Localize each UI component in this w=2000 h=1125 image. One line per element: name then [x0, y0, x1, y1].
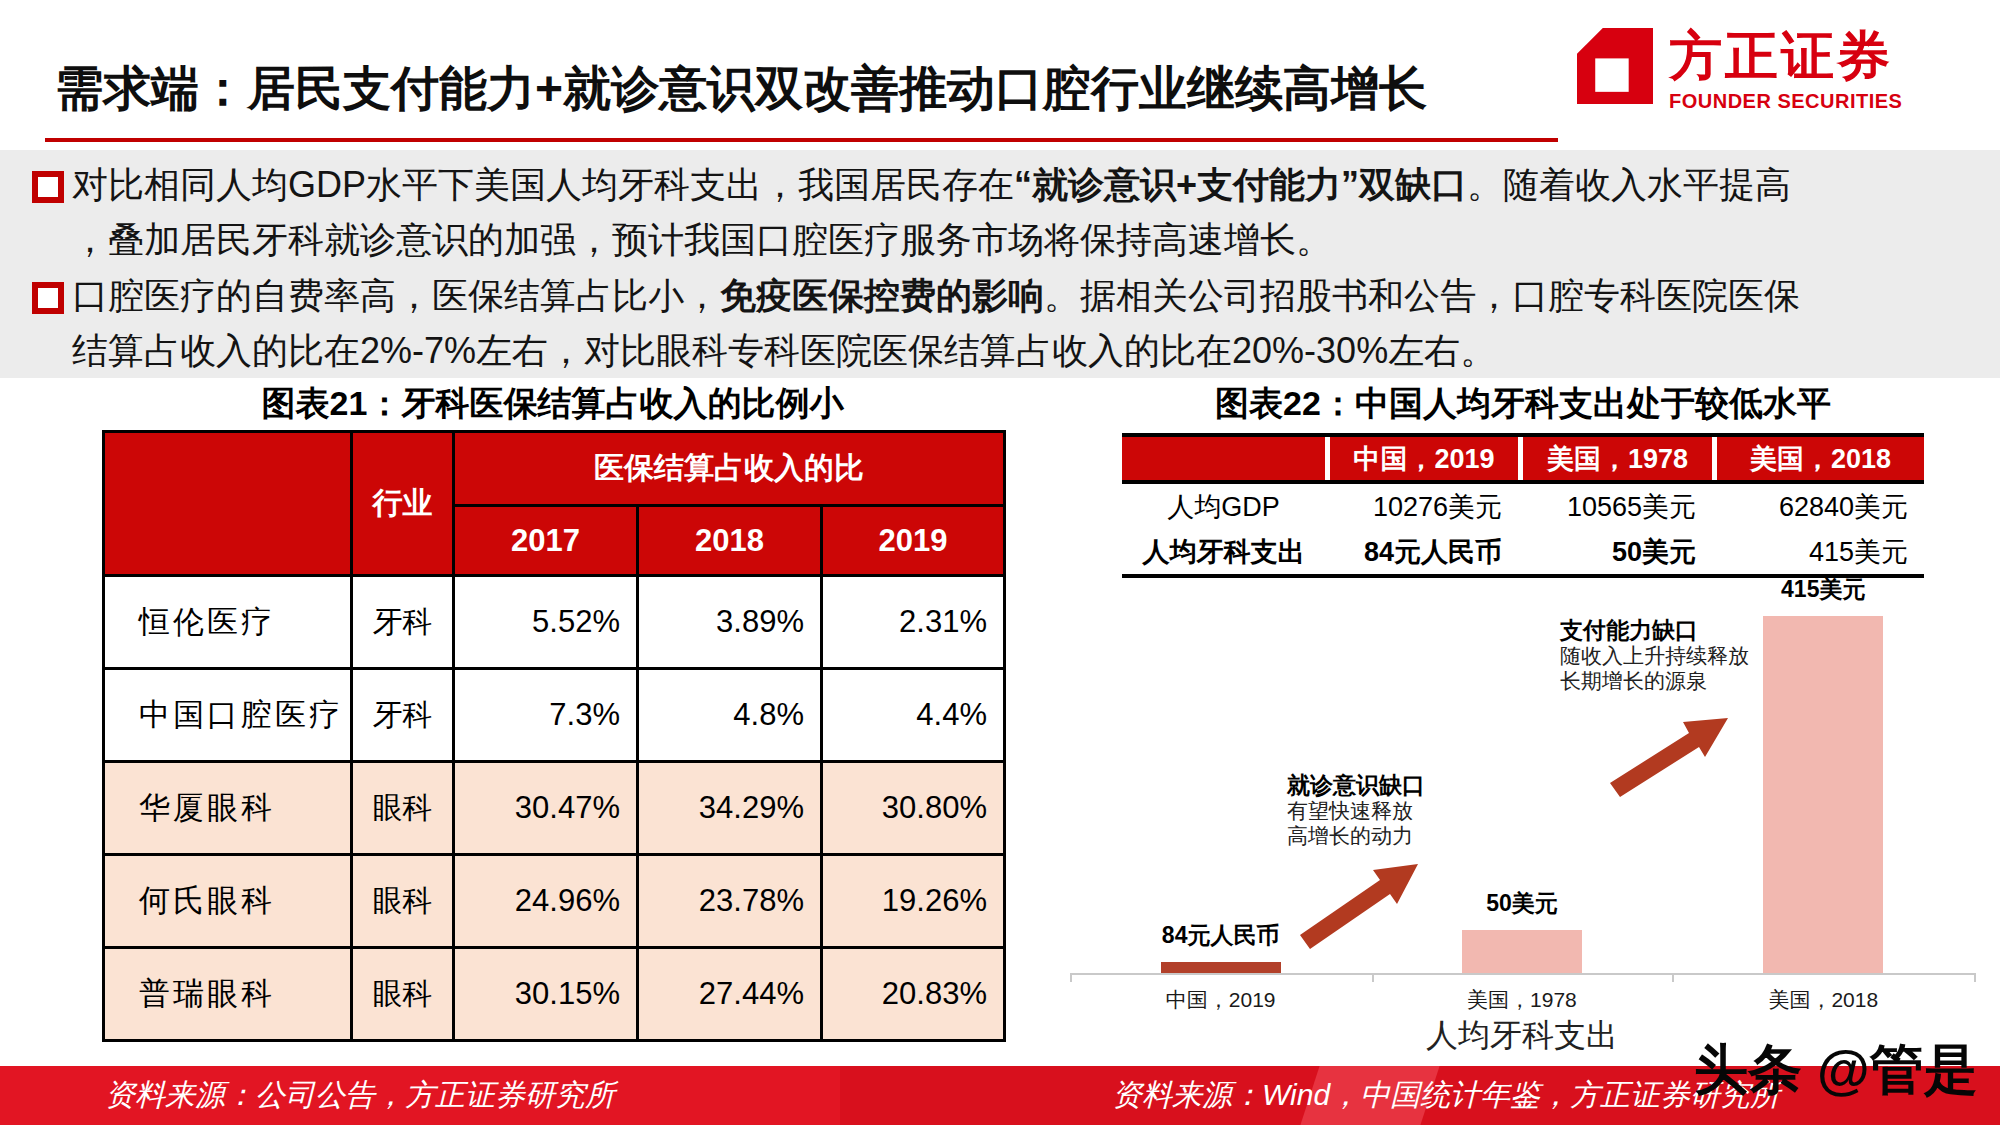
fig21-cell: 3.89% — [638, 576, 822, 669]
fig21-cell: 眼科 — [352, 948, 454, 1041]
fig21-cell: 何氏眼科 — [104, 855, 352, 948]
fig21-cell: 华厦眼科 — [104, 762, 352, 855]
arrow-icon — [1300, 864, 1418, 949]
growth-arrows — [1060, 580, 2000, 1060]
fig21-cell: 4.8% — [638, 669, 822, 762]
fig21-cell: 眼科 — [352, 855, 454, 948]
fig21-header-industry: 行业 — [352, 432, 454, 576]
fig22-row: 人均牙科支出84元人民币50美元415美元 — [1122, 529, 1924, 574]
fig22-cell: 415美元 — [1712, 534, 1924, 570]
bullet-2: 口腔医疗的自费率高，医保结算占比小，免疫医保控费的影响。据相关公司招股书和公告，… — [72, 268, 1982, 378]
fig21-cell: 牙科 — [352, 669, 454, 762]
founder-logo-icon — [1577, 28, 1653, 104]
table-row: 华厦眼科眼科30.47%34.29%30.80% — [104, 762, 1005, 855]
arrow-icon — [1610, 718, 1728, 797]
fig21-header-year: 2019 — [822, 506, 1005, 576]
fig21-title: 图表21：牙科医保结算占收入的比例小 — [102, 381, 1003, 427]
bullet-square-icon — [32, 282, 64, 314]
watermark: 头条 @管是 — [1694, 1034, 1978, 1107]
fig21-corner-cell — [104, 432, 352, 576]
fig21-table: 行业 医保结算占收入的比 2017 2018 2019 恒伦医疗牙科5.52%3… — [102, 430, 1006, 1042]
fig21-cell: 27.44% — [638, 948, 822, 1041]
fig21-cell: 恒伦医疗 — [104, 576, 352, 669]
fig21-cell: 4.4% — [822, 669, 1005, 762]
slide: 需求端：居民支付能力+就诊意识双改善推动口腔行业继续高增长 方正证券 FOUND… — [0, 0, 2000, 1125]
fig22-cell: 10276美元 — [1325, 489, 1518, 525]
fig22-cell: 10565美元 — [1518, 489, 1712, 525]
fig21-cell: 普瑞眼科 — [104, 948, 352, 1041]
bullet-square-icon — [32, 171, 64, 203]
fig22-cell: 84元人民币 — [1325, 534, 1518, 570]
fig22-corner-cell — [1122, 437, 1325, 480]
fig22-header-row: 中国，2019美国，1978美国，2018 — [1122, 433, 1924, 484]
fig22-table: 中国，2019美国，1978美国，2018 人均GDP10276美元10565美… — [1122, 433, 1924, 578]
fig22-row-label: 人均GDP — [1122, 489, 1325, 525]
bullet-text-line: 口腔医疗的自费率高，医保结算占比小，免疫医保控费的影响。据相关公司招股书和公告，… — [72, 268, 1982, 323]
table-row: 恒伦医疗牙科5.52%3.89%2.31% — [104, 576, 1005, 669]
founder-logo: 方正证券 FOUNDER SECURITIES — [1577, 28, 1902, 113]
table-row: 中国口腔医疗牙科7.3%4.8%4.4% — [104, 669, 1005, 762]
fig21-cell: 5.52% — [454, 576, 638, 669]
fig21-cell: 2.31% — [822, 576, 1005, 669]
fig22-cell: 62840美元 — [1712, 489, 1924, 525]
table-row: 普瑞眼科眼科30.15%27.44%20.83% — [104, 948, 1005, 1041]
bullet-1: 对比相同人均GDP水平下美国人均牙科支出，我国居民存在“就诊意识+支付能力”双缺… — [72, 157, 1982, 267]
fig21-cell: 20.83% — [822, 948, 1005, 1041]
fig22-row-label: 人均牙科支出 — [1122, 534, 1325, 570]
fig22-title: 图表22：中国人均牙科支出处于较低水平 — [1122, 381, 1924, 427]
page-title: 需求端：居民支付能力+就诊意识双改善推动口腔行业继续高增长 — [55, 64, 1427, 114]
summary-block: 对比相同人均GDP水平下美国人均牙科支出，我国居民存在“就诊意识+支付能力”双缺… — [0, 150, 2000, 378]
fig21-header-group: 医保结算占收入的比 — [454, 432, 1005, 506]
bullet-text-line: ，叠加居民牙科就诊意识的加强，预计我国口腔医疗服务市场将保持高速增长。 — [72, 212, 1982, 267]
bullet-text-line: 对比相同人均GDP水平下美国人均牙科支出，我国居民存在“就诊意识+支付能力”双缺… — [72, 157, 1982, 212]
fig22-cell: 50美元 — [1518, 534, 1712, 570]
fig21-cell: 7.3% — [454, 669, 638, 762]
fig22-col-header: 美国，1978 — [1523, 437, 1712, 480]
fig21-cell: 30.15% — [454, 948, 638, 1041]
footer-source-right: 资料来源：Wind，中国统计年鉴，方正证券研究所 — [1112, 1066, 1780, 1125]
footer-source-left: 资料来源：公司公告，方正证券研究所 — [105, 1066, 615, 1125]
fig22-col-header: 美国，2018 — [1717, 437, 1924, 480]
founder-logo-en: FOUNDER SECURITIES — [1669, 90, 1902, 113]
founder-logo-text: 方正证券 FOUNDER SECURITIES — [1669, 28, 1902, 113]
fig21-cell: 眼科 — [352, 762, 454, 855]
fig21-cell: 牙科 — [352, 576, 454, 669]
bullet-text-line: 结算占收入的比在2%-7%左右，对比眼科专科医院医保结算占收入的比在20%-30… — [72, 323, 1982, 378]
fig21-cell: 30.47% — [454, 762, 638, 855]
fig21-cell: 23.78% — [638, 855, 822, 948]
table-row: 何氏眼科眼科24.96%23.78%19.26% — [104, 855, 1005, 948]
title-underline — [45, 138, 1558, 142]
fig22-row: 人均GDP10276美元10565美元62840美元 — [1122, 484, 1924, 529]
fig21-header-year: 2018 — [638, 506, 822, 576]
founder-logo-cn: 方正证券 — [1669, 28, 1902, 84]
fig21-cell: 34.29% — [638, 762, 822, 855]
fig21-cell: 中国口腔医疗 — [104, 669, 352, 762]
fig22-col-header: 中国，2019 — [1330, 437, 1518, 480]
fig21-cell: 19.26% — [822, 855, 1005, 948]
fig21-cell: 30.80% — [822, 762, 1005, 855]
fig21-cell: 24.96% — [454, 855, 638, 948]
fig21-header-year: 2017 — [454, 506, 638, 576]
